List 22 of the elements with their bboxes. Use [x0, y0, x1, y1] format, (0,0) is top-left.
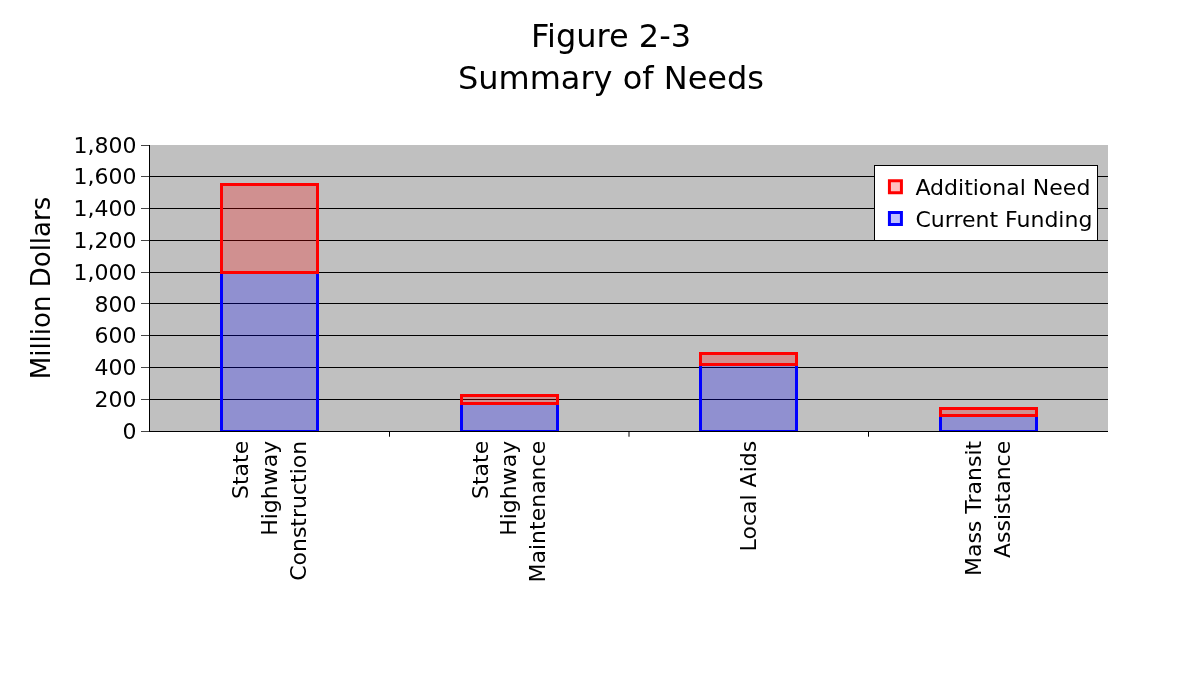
bar [459, 393, 559, 405]
y-tick-label: 1,800 [73, 132, 137, 158]
y-tick-label: 1,000 [73, 259, 137, 285]
y-tick-label: 0 [122, 418, 137, 444]
legend-label: Additional Need [915, 175, 1091, 201]
y-axis-title: Million Dollars [26, 196, 57, 380]
y-tick-label: 600 [94, 323, 137, 349]
y-tick-label: 1,400 [73, 196, 137, 222]
y-tick-label: 1,200 [73, 228, 137, 254]
x-tick-label: Local Aids [735, 440, 761, 552]
y-tick-label: 400 [94, 355, 137, 381]
x-tick-label: State Highway Construction [228, 440, 311, 581]
x-tick-label: State Highway Maintenance [467, 440, 550, 583]
y-tick-label: 200 [94, 386, 137, 412]
y-tick-label: 800 [94, 291, 137, 317]
bar [220, 183, 320, 274]
bar [699, 351, 799, 366]
x-tick-label: Mass Transit Assistance [961, 440, 1015, 577]
chart-title: Figure 2-3 Summary of Needs [457, 17, 765, 97]
bar [938, 407, 1038, 417]
legend-label: Current Funding [915, 207, 1093, 232]
y-tick-label: 1,600 [73, 164, 137, 190]
